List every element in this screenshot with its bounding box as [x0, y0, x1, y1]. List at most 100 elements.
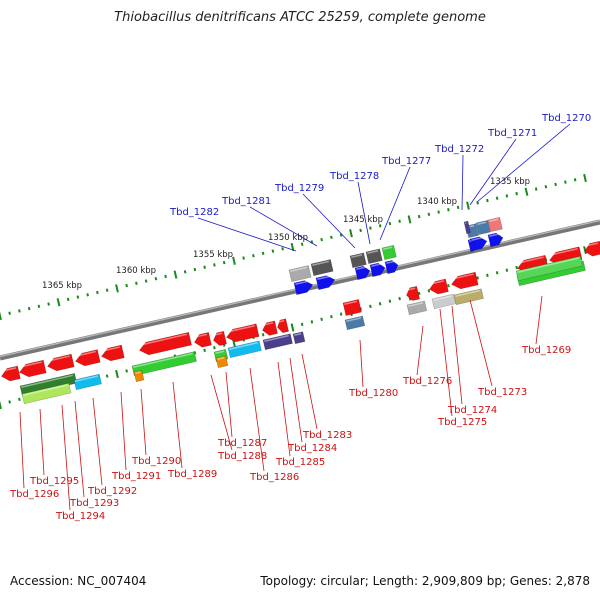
gene-arrow [262, 320, 278, 336]
leader-line [225, 371, 233, 438]
gene-highlight [517, 257, 579, 273]
gene-label: Tbd_1294 [55, 511, 105, 522]
genome-title: Thiobacillus denitrificans ATCC 25259, c… [114, 10, 486, 25]
gene-arrow [213, 330, 227, 346]
tick-mark [388, 299, 392, 303]
gene-highlight [451, 273, 474, 280]
gene-arrow [227, 340, 262, 359]
gene-arrow [131, 351, 197, 377]
gene-highlight [23, 384, 68, 396]
gene-label: Tbd_1290 [131, 456, 181, 467]
gene-arrow [406, 285, 420, 301]
gene-label: Tbd_1275 [437, 417, 487, 428]
gene-arrow [354, 265, 371, 281]
gene-arrow [18, 359, 47, 378]
tick-mark [447, 283, 450, 288]
tick-mark [505, 194, 509, 198]
gene-highlight [217, 356, 225, 360]
leader-line [416, 325, 424, 376]
gene-arrow [467, 238, 475, 253]
gene-label: Tbd_1286 [249, 472, 299, 483]
tick-mark [476, 276, 479, 280]
leader-line [461, 154, 464, 211]
leader-line [379, 166, 411, 241]
gene-arrow [369, 262, 386, 278]
tick-mark [330, 235, 333, 239]
leader-line [249, 367, 265, 472]
tick-mark [427, 212, 431, 216]
gene-label: Tbd_1279 [274, 183, 324, 194]
tick-mark [456, 205, 460, 210]
gene-arrow [310, 259, 334, 277]
leader-line [451, 305, 463, 405]
leader-line [172, 381, 183, 469]
gene-arrow [431, 293, 457, 310]
gene-highlight [383, 246, 393, 250]
tick-mark [349, 229, 353, 238]
tick-mark [203, 348, 206, 352]
gene-label: Tbd_1272 [434, 144, 484, 155]
tick-mark [398, 219, 401, 223]
tick-mark [447, 208, 450, 212]
tick-mark [486, 273, 489, 278]
gene-highlight [371, 263, 383, 267]
gene-highlight [277, 319, 285, 323]
tick-mark [222, 260, 226, 265]
gene-label: Tbd_1271 [487, 128, 537, 139]
tick-mark [486, 198, 489, 203]
gene-label: Tbd_1278 [329, 171, 379, 182]
tick-mark [144, 279, 148, 283]
tick-mark [300, 322, 304, 327]
gene-highlight [433, 295, 452, 301]
leader-line [197, 217, 297, 252]
tick-mark [173, 270, 178, 279]
gene-arrow [215, 355, 229, 369]
tick-mark [242, 256, 245, 260]
gene-arrow [487, 232, 504, 248]
tick-mark [310, 320, 314, 324]
gene-highlight [356, 266, 368, 270]
gene-arrow [74, 349, 101, 367]
scale-label: 1340 kbp [417, 197, 457, 207]
leader-line [120, 391, 127, 471]
gene-highlight [312, 260, 330, 266]
leader-line [277, 361, 291, 457]
scale-label: 1350 kbp [268, 233, 308, 243]
tick-mark [183, 270, 187, 274]
tick-mark [583, 173, 587, 183]
gene-arrow [292, 331, 306, 345]
leader-line [92, 397, 103, 486]
gene-highlight [101, 346, 120, 352]
gene-arrow [584, 240, 600, 257]
gene-label: Tbd_1292 [87, 486, 137, 497]
gene-arrow [194, 332, 212, 348]
tick-mark [466, 201, 470, 210]
tick-mark [8, 400, 11, 404]
tick-mark [47, 302, 50, 306]
gene-highlight [215, 350, 225, 354]
tick-mark [564, 180, 567, 184]
gene-arrow [349, 252, 367, 269]
gene-label: Tbd_1295 [29, 476, 79, 487]
gene-highlight [1, 367, 17, 372]
gene-highlight [317, 275, 333, 280]
tick-mark [56, 298, 61, 307]
gene-highlight [264, 334, 289, 342]
tick-mark [339, 312, 343, 316]
gene-highlight [290, 266, 308, 272]
gene-arrow [262, 333, 293, 351]
gene-highlight [75, 375, 98, 382]
tick-mark [515, 265, 518, 270]
leader-line [210, 374, 233, 451]
tick-mark [378, 224, 382, 228]
gene-label: Tbd_1269 [521, 345, 571, 356]
gene-arrow [315, 275, 336, 291]
gene-highlight [346, 317, 362, 322]
tick-mark [252, 254, 255, 258]
leader-line [19, 411, 25, 489]
tick-mark [505, 268, 509, 272]
gene-highlight [135, 371, 141, 374]
tick-mark [427, 289, 431, 293]
gene-highlight [408, 302, 424, 307]
tick-mark [320, 317, 323, 321]
